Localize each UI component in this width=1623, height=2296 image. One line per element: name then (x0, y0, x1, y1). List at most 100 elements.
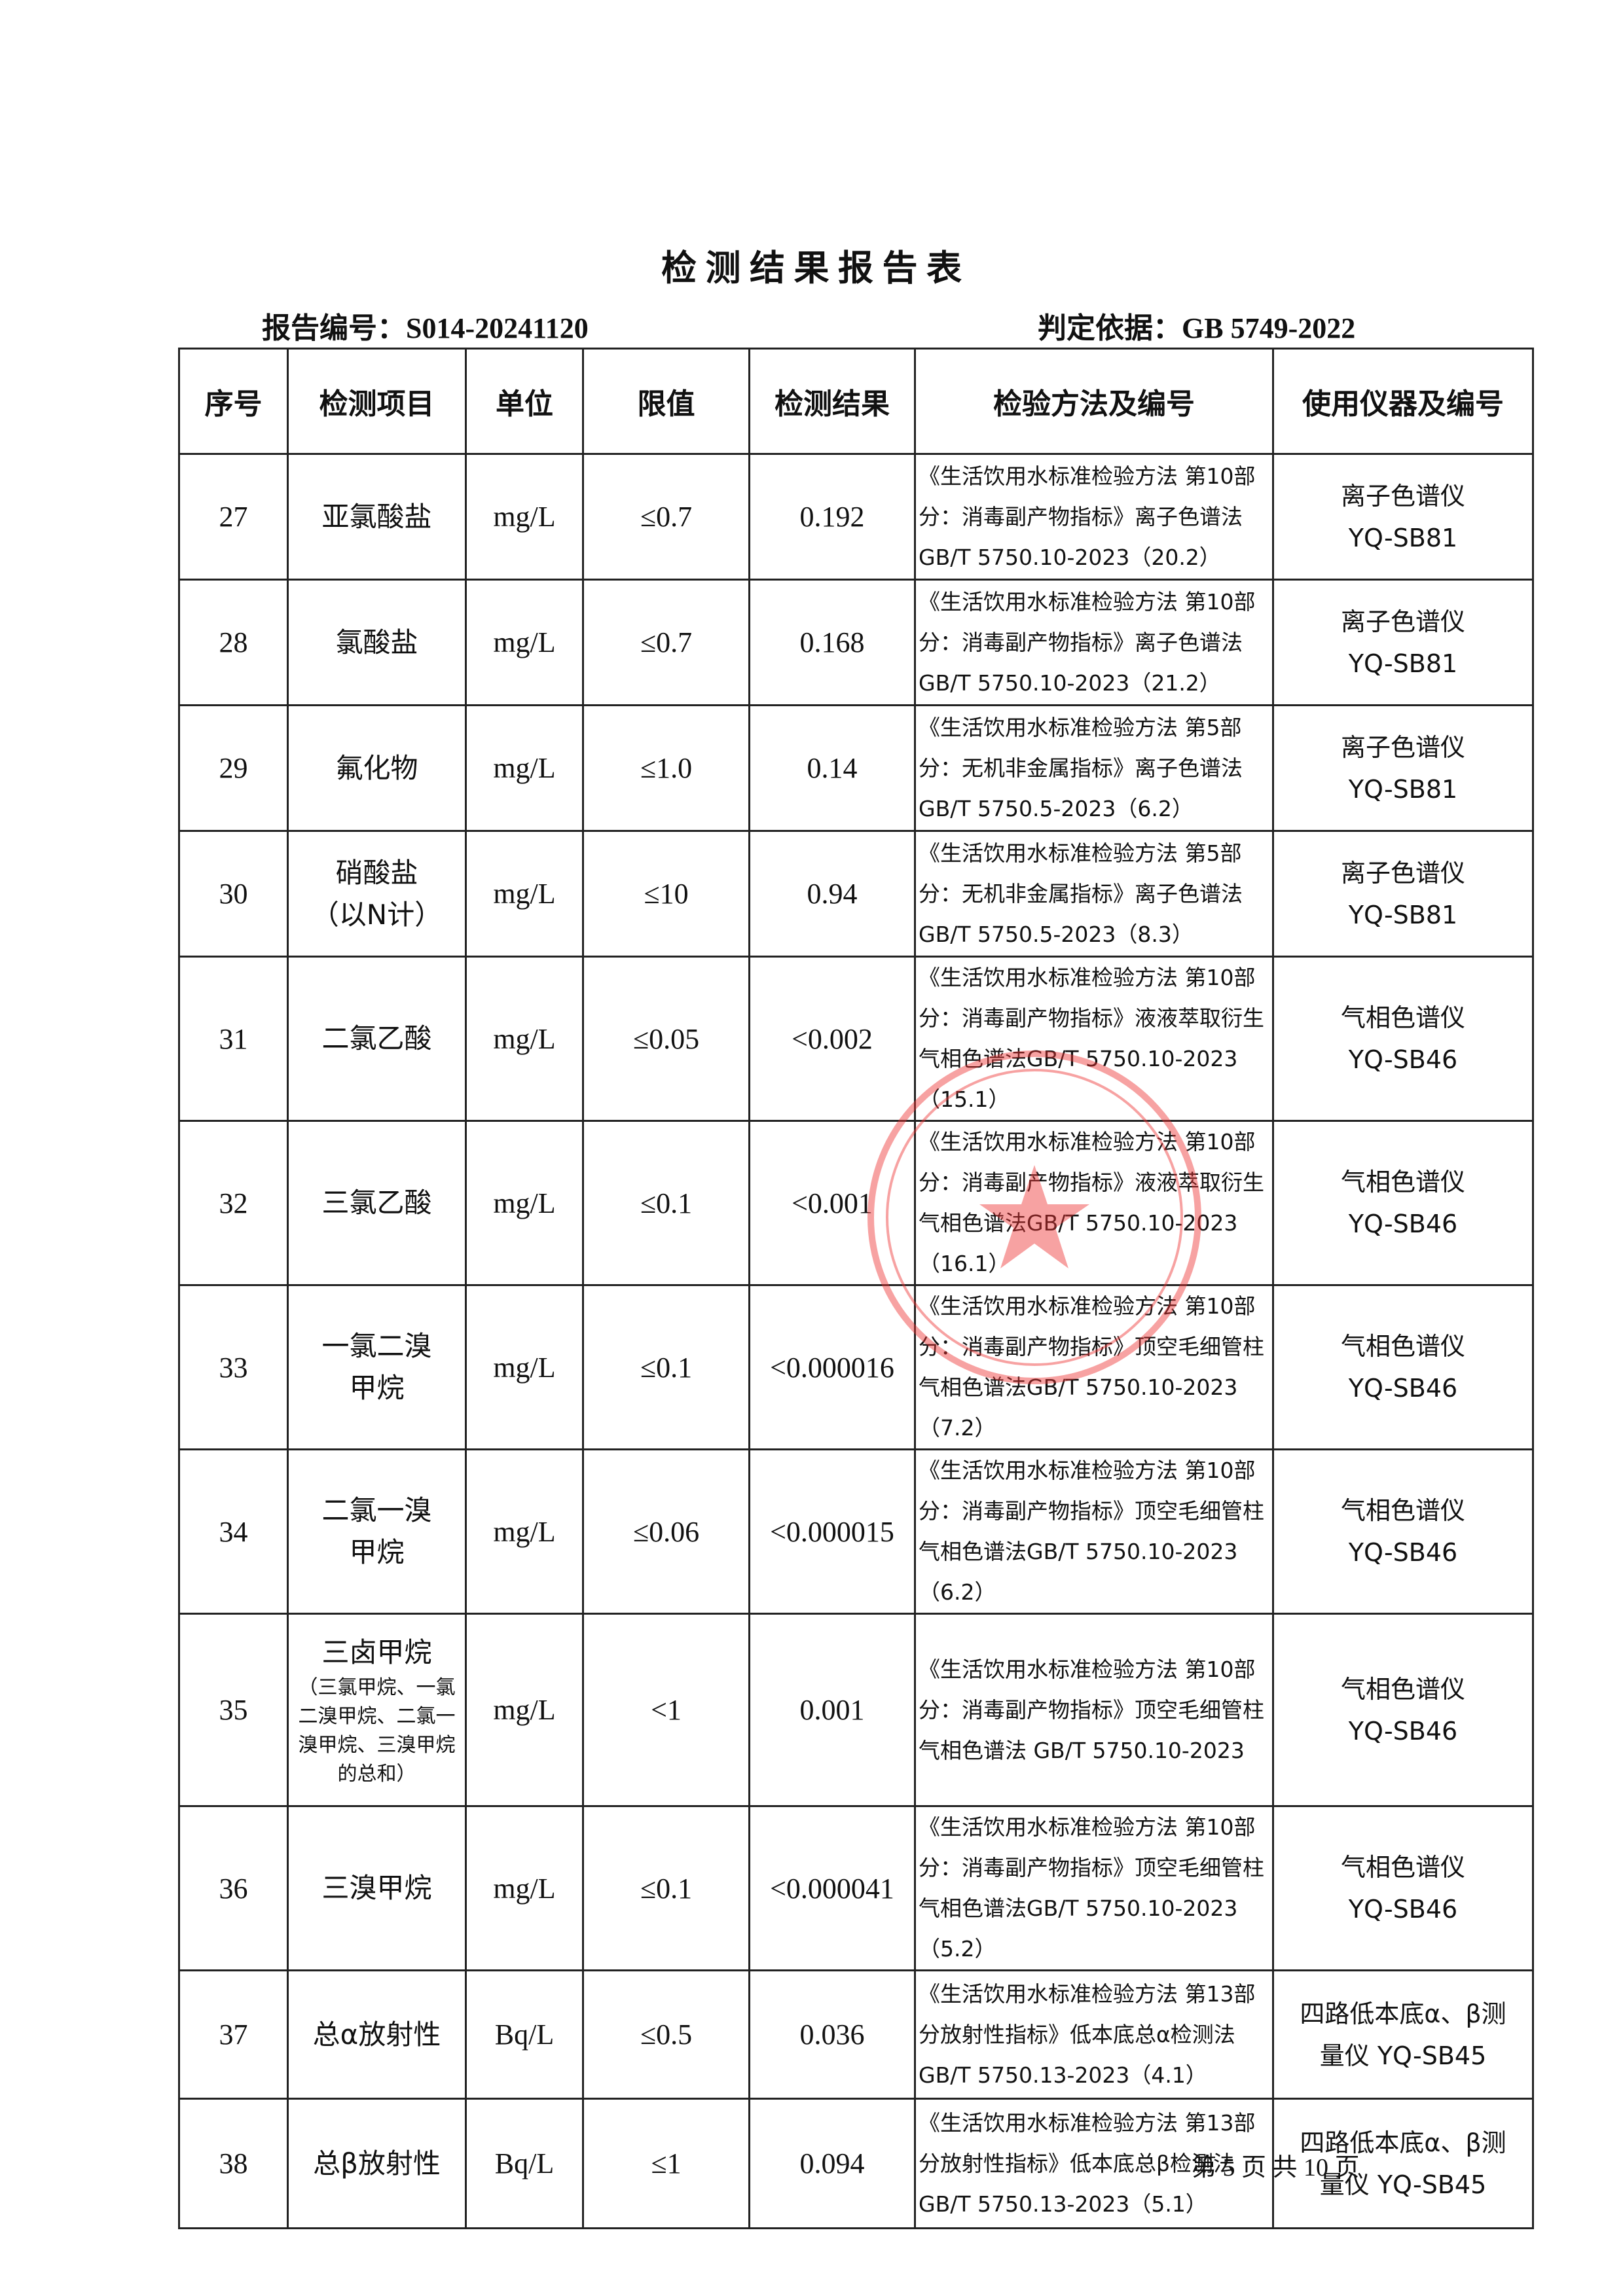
limit: ≤0.7 (582, 579, 750, 706)
instrument: 气相色谱仪 YQ-SB46 (1272, 1613, 1534, 1807)
method: 《生活饮用水标准检验方法 第10部分：消毒副产物指标》离子色谱法 GB/T 57… (914, 579, 1274, 706)
result: 0.94 (748, 830, 916, 958)
instrument-line: YQ-SB81 (1348, 649, 1458, 678)
method: 《生活饮用水标准检验方法 第10部分：消毒副产物指标》顶空毛细管柱气相色谱法GB… (914, 1284, 1274, 1450)
unit: mg/L (465, 1448, 584, 1615)
item: 三溴甲烷 (287, 1805, 467, 1971)
instrument: 离子色谱仪 YQ-SB81 (1272, 453, 1534, 581)
instrument-line: 离子色谱仪 (1340, 607, 1465, 636)
limit: ≤0.5 (582, 1969, 750, 2100)
item-line: 三卤甲烷 (321, 1636, 432, 1668)
row-number: 30 (178, 830, 289, 958)
unit: mg/L (465, 830, 584, 958)
item-line: 氯酸盐 (335, 626, 418, 658)
method: 《生活饮用水标准检验方法 第13部分放射性指标》低本底总α检测法 GB/T 57… (914, 1969, 1274, 2100)
item: 硝酸盐 （以N计） (287, 830, 467, 958)
row-number: 28 (178, 579, 289, 706)
item: 二氯乙酸 (287, 956, 467, 1122)
item-line: 甲烷 (349, 1536, 405, 1568)
instrument: 气相色谱仪 YQ-SB46 (1272, 1284, 1534, 1450)
item: 氯酸盐 (287, 579, 467, 706)
result: 0.036 (748, 1969, 916, 2100)
column-header: 使用仪器及编号 (1272, 348, 1534, 455)
row-number: 38 (178, 2098, 289, 2229)
column-header: 检测结果 (748, 348, 916, 455)
instrument-line: 四路低本底α、β测 (1300, 1999, 1506, 2028)
instrument: 气相色谱仪 YQ-SB46 (1272, 1805, 1534, 1971)
item: 总β放射性 (287, 2098, 467, 2229)
table-row: 31 二氯乙酸 mg/L ≤0.05 <0.002 《生活饮用水标准检验方法 第10部分：… (178, 956, 1534, 1122)
limit: ≤0.1 (582, 1805, 750, 1971)
instrument-line: 离子色谱仪 (1340, 858, 1465, 888)
instrument-line: 气相色谱仪 (1340, 1674, 1465, 1704)
table-row: 34 二氯一溴 甲烷 mg/L ≤0.06 <0.000015 《生活饮用水标准检验方法 第… (178, 1448, 1534, 1615)
method: 《生活饮用水标准检验方法 第5部分：无机非金属指标》离子色谱法 GB/T 575… (914, 830, 1274, 958)
stamp (867, 1050, 1201, 1384)
table-row: 29 氟化物 mg/L ≤1.0 0.14 《生活饮用水标准检验方法 第5部分：无机非金属… (178, 704, 1534, 832)
unit: Bq/L (465, 1969, 584, 2100)
unit: mg/L (465, 453, 584, 581)
instrument-line: YQ-SB46 (1348, 1045, 1458, 1074)
row-number: 27 (178, 453, 289, 581)
unit: Bq/L (465, 2098, 584, 2229)
instrument-line: 气相色谱仪 (1340, 1496, 1465, 1525)
header-row: 序号 检测项目 单位 限值 检测结果 检验方法及编号 使用仪器及编号 (178, 348, 1534, 455)
table-row: 33 一氯二溴 甲烷 mg/L ≤0.1 <0.000016 《生活饮用水标准检验方法 第1… (178, 1284, 1534, 1450)
item-note: （三氯甲烷、一氯二溴甲烷、二氯一溴甲烷、三溴甲烷的总和） (298, 1676, 456, 1785)
instrument: 离子色谱仪 YQ-SB81 (1272, 579, 1534, 706)
basis: 判定依据：GB 5749-2022 (1038, 312, 1356, 344)
limit: ≤1.0 (582, 704, 750, 832)
row-number: 29 (178, 704, 289, 832)
instrument: 四路低本底α、β测 量仪 YQ-SB45 (1272, 2098, 1534, 2229)
table-row: 32 三氯乙酸 mg/L ≤0.1 <0.001 《生活饮用水标准检验方法 第10部分：消… (178, 1120, 1534, 1286)
title: 检 测 结 果 报 告 表 (661, 249, 962, 288)
item: 三卤甲烷 （三氯甲烷、一氯二溴甲烷、二氯一溴甲烷、三溴甲烷的总和） (287, 1613, 467, 1807)
unit: mg/L (465, 579, 584, 706)
table-row: 35 三卤甲烷 （三氯甲烷、一氯二溴甲烷、二氯一溴甲烷、三溴甲烷的总和） mg/L <1… (178, 1613, 1534, 1807)
instrument: 气相色谱仪 YQ-SB46 (1272, 1120, 1534, 1286)
item-line: 亚氯酸盐 (321, 500, 432, 533)
result: 0.001 (748, 1613, 916, 1807)
result: 0.192 (748, 453, 916, 581)
instrument-line: YQ-SB46 (1348, 1538, 1458, 1567)
item-line: 总β放射性 (313, 2147, 441, 2179)
instrument-line: 量仪 YQ-SB45 (1319, 2170, 1487, 2199)
report-no: 报告编号：S014-20241120 (262, 312, 589, 344)
item: 二氯一溴 甲烷 (287, 1448, 467, 1615)
limit: ≤10 (582, 830, 750, 958)
item-line: 三氯乙酸 (321, 1187, 432, 1219)
unit: mg/L (465, 956, 584, 1122)
column-header: 限值 (582, 348, 750, 455)
unit: mg/L (465, 1613, 584, 1807)
result: <0.001 (748, 1120, 916, 1286)
result: 0.14 (748, 704, 916, 832)
instrument-line: 气相色谱仪 (1340, 1332, 1465, 1361)
instrument-line: 离子色谱仪 (1340, 481, 1465, 511)
item-line: 硝酸盐 (335, 856, 418, 889)
item: 三氯乙酸 (287, 1120, 467, 1286)
limit: ≤0.7 (582, 453, 750, 581)
row-number: 34 (178, 1448, 289, 1615)
instrument-line: 离子色谱仪 (1340, 732, 1465, 762)
row-number: 32 (178, 1120, 289, 1286)
item: 总α放射性 (287, 1969, 467, 2100)
item: 一氯二溴 甲烷 (287, 1284, 467, 1450)
unit: mg/L (465, 1805, 584, 1971)
instrument-line: 四路低本底α、β测 (1300, 2128, 1506, 2157)
table-row: 28 氯酸盐 mg/L ≤0.7 0.168 《生活饮用水标准检验方法 第10部分：消毒副… (178, 579, 1534, 706)
result: 0.168 (748, 579, 916, 706)
method: 《生活饮用水标准检验方法 第10部分：消毒副产物指标》顶空毛细管柱气相色谱法 G… (914, 1613, 1274, 1807)
instrument-line: 量仪 YQ-SB45 (1319, 2041, 1487, 2070)
method: 《生活饮用水标准检验方法 第10部分：消毒副产物指标》液液萃取衍生气相色谱法GB… (914, 956, 1274, 1122)
item-line: 一氯二溴 (321, 1330, 432, 1362)
instrument-line: 气相色谱仪 (1340, 1003, 1465, 1032)
row-number: 36 (178, 1805, 289, 1971)
limit: ≤0.1 (582, 1120, 750, 1286)
table-row: 37 总α放射性 Bq/L ≤0.5 0.036 《生活饮用水标准检验方法 第13部分放射… (178, 1969, 1534, 2100)
table-row: 38 总β放射性 Bq/L ≤1 0.094 《生活饮用水标准检验方法 第13部分放射性指… (178, 2098, 1534, 2229)
instrument: 气相色谱仪 YQ-SB46 (1272, 956, 1534, 1122)
result: <0.000041 (748, 1805, 916, 1971)
unit: mg/L (465, 704, 584, 832)
method: 《生活饮用水标准检验方法 第10部分：消毒副产物指标》顶空毛细管柱气相色谱法GB… (914, 1805, 1274, 1971)
item-line: 二氯一溴 (321, 1494, 432, 1526)
